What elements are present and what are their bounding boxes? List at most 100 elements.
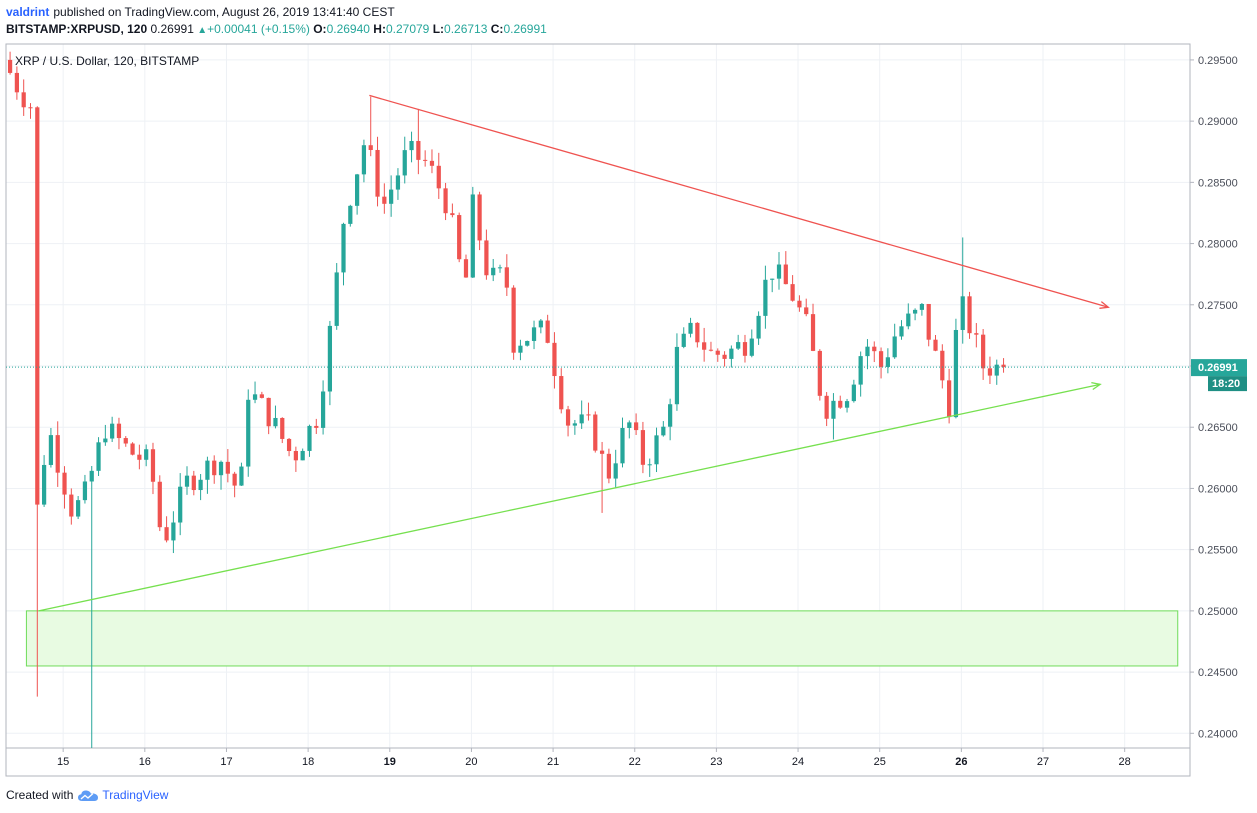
candle-body: [402, 150, 407, 176]
candle-body: [457, 215, 462, 260]
candle-body: [266, 397, 271, 427]
candle-body: [443, 188, 448, 214]
candle-body: [191, 475, 196, 491]
candle-body: [960, 296, 965, 330]
candle-body: [144, 449, 149, 460]
candle-body: [729, 348, 734, 359]
candle-body: [987, 368, 993, 376]
candle-body: [198, 479, 203, 491]
candle-body: [817, 350, 822, 396]
y-tick-label: 0.25500: [1198, 545, 1238, 557]
current-price-box: [1191, 359, 1247, 377]
candle-body: [252, 394, 258, 400]
author-name[interactable]: valdrint: [6, 5, 50, 19]
candle-body: [423, 159, 428, 161]
y-tick-label: 0.24000: [1198, 728, 1238, 740]
published-text: published on TradingView.com, August 26,…: [53, 5, 395, 19]
candle-body: [1001, 364, 1006, 368]
candle-body: [831, 400, 836, 419]
candle-body: [511, 287, 516, 353]
candle-body: [919, 303, 925, 310]
candle-body: [620, 427, 625, 464]
candle-body: [497, 267, 503, 269]
candle-body: [164, 527, 169, 541]
y-tick-label: 0.29500: [1198, 55, 1238, 67]
candle-body: [552, 342, 557, 377]
candle-body: [484, 240, 489, 276]
open-label: O:: [313, 22, 327, 36]
candle-body: [899, 326, 904, 337]
candle-body: [518, 345, 523, 353]
candle-body: [572, 423, 577, 426]
candle-body: [76, 500, 81, 517]
tradingview-link[interactable]: TradingView: [77, 788, 168, 802]
candle-body: [947, 380, 952, 418]
publish-info: valdrint published on TradingView.com, Au…: [6, 5, 395, 19]
candle-body: [797, 300, 802, 308]
y-tick-label: 0.28000: [1198, 239, 1238, 251]
candle-body: [838, 400, 843, 408]
candle-body: [599, 450, 605, 454]
footer: Created with TradingView: [6, 788, 168, 802]
candle-body: [681, 333, 686, 347]
candle-body: [627, 422, 632, 428]
candle-body: [633, 422, 639, 431]
candle-body: [463, 259, 469, 278]
candle-body: [926, 303, 931, 340]
trendlines[interactable]: [38, 94, 1110, 612]
candle-body: [137, 454, 142, 460]
candle-body: [123, 438, 128, 444]
candle-body: [790, 284, 795, 301]
candle-body: [55, 435, 60, 473]
support-zone-rect[interactable]: [25, 610, 1179, 667]
candle-body: [389, 189, 394, 204]
close-value: 0.26991: [503, 22, 547, 36]
resistance-trendline[interactable]: [369, 94, 1109, 308]
x-tick-label: 22: [629, 756, 641, 768]
low-value: 0.26713: [444, 22, 488, 36]
support-trendline[interactable]: [38, 383, 1101, 612]
chart-title: XRP / U.S. Dollar, 120, BITSTAMP: [15, 54, 199, 68]
candle-body: [89, 470, 94, 482]
candle-body: [314, 425, 319, 428]
candle-body: [715, 350, 720, 355]
close-label: C:: [490, 22, 504, 36]
candle-body: [470, 194, 475, 278]
candle-body: [450, 213, 455, 216]
candle-body: [246, 399, 251, 467]
candle-body: [103, 438, 108, 443]
candle-body: [756, 315, 761, 339]
candle-body: [878, 351, 884, 367]
candle-body: [355, 174, 360, 206]
candle-body: [661, 426, 666, 436]
price-axis[interactable]: 0.295000.290000.285000.280000.275000.270…: [1190, 55, 1238, 740]
candle-body: [184, 475, 190, 487]
candle-body: [912, 309, 918, 314]
candle-body: [640, 430, 646, 465]
change-value: +0.00041 (+0.15%): [207, 22, 310, 36]
candle-body: [436, 165, 441, 189]
candle-body: [286, 438, 292, 452]
candle-body: [477, 194, 482, 241]
candle-body: [770, 278, 775, 280]
candle-body: [157, 481, 162, 528]
current-price-tag: 0.26991 18:20: [6, 359, 1247, 392]
high-value: 0.27079: [385, 22, 430, 36]
candle-body: [858, 356, 863, 385]
candle-body: [205, 460, 210, 480]
candle-body: [940, 350, 945, 381]
current-price-label: 0.26991: [1198, 362, 1238, 374]
time-axis[interactable]: 15 16 17 18 19 20 21 22 23 24 25 26 27 28: [57, 748, 1131, 768]
countdown-label: 18:20: [1212, 378, 1240, 390]
candle-body: [273, 417, 278, 427]
candle-body: [171, 522, 176, 541]
candle-body: [21, 92, 26, 108]
support-zone[interactable]: [25, 610, 1179, 667]
countdown-box: [1208, 376, 1247, 392]
candle-body: [14, 72, 19, 93]
y-tick-label: 0.26000: [1198, 483, 1238, 495]
candle-body: [218, 461, 224, 476]
candle-body: [586, 414, 591, 416]
candle-body: [130, 443, 135, 455]
